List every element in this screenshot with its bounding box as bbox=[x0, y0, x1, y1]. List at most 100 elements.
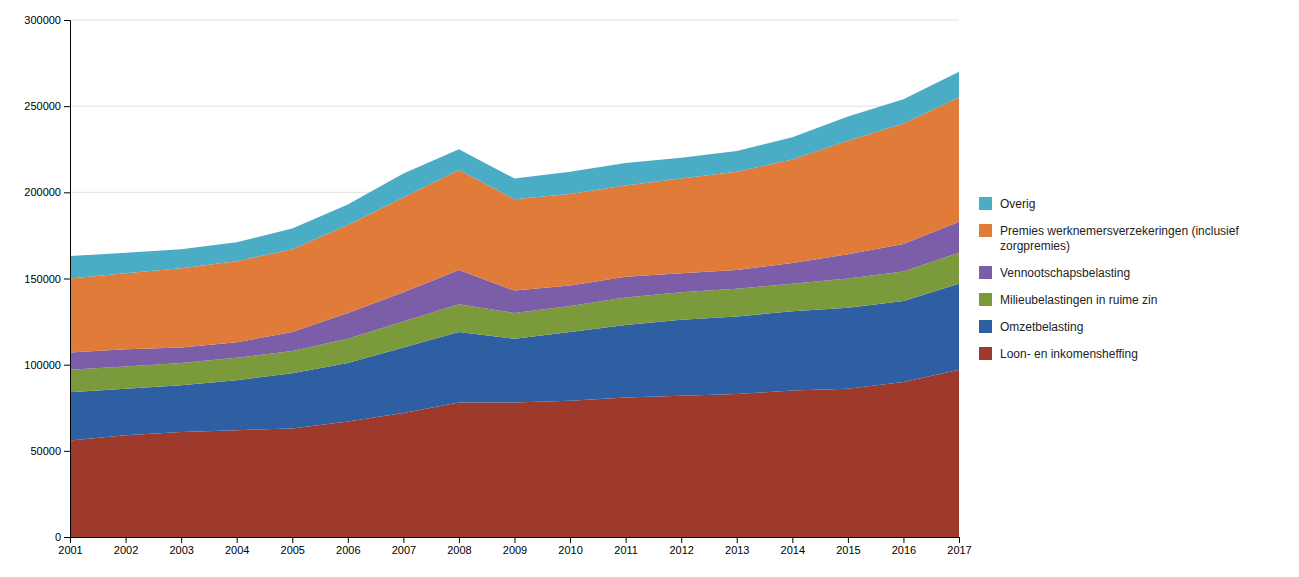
tick-mark bbox=[459, 537, 460, 543]
tick: 2001 bbox=[58, 537, 82, 556]
tick: 50000 bbox=[30, 445, 70, 457]
chart: 2001 2002 2003 2004 2005 2006 2007 2008 2009 2010… bbox=[0, 0, 1299, 577]
legend-item: Premies werknemersverzekeringen (inclusi… bbox=[979, 224, 1239, 253]
tick-mark bbox=[64, 279, 70, 280]
tick-label: 2017 bbox=[947, 544, 971, 556]
tick-mark bbox=[737, 537, 738, 543]
tick: 2017 bbox=[947, 537, 971, 556]
legend-swatch bbox=[979, 224, 992, 237]
tick: 2012 bbox=[669, 537, 693, 556]
legend-label: Overig bbox=[1000, 197, 1035, 211]
tick-label: 0 bbox=[55, 531, 61, 543]
tick: 150000 bbox=[24, 273, 70, 285]
grid-line bbox=[70, 106, 959, 107]
legend-swatch bbox=[979, 197, 992, 210]
tick-label: 100000 bbox=[24, 359, 61, 371]
grid-line bbox=[70, 20, 959, 21]
tick-mark bbox=[64, 20, 70, 21]
tick: 0 bbox=[55, 531, 70, 543]
tick-mark bbox=[570, 537, 571, 543]
tick-mark bbox=[903, 537, 904, 543]
tick: 200000 bbox=[24, 186, 70, 198]
tick: 250000 bbox=[24, 100, 70, 112]
axis-line bbox=[64, 21, 71, 538]
tick: 2011 bbox=[614, 537, 638, 556]
legend-item: Loon- en inkomensheffing bbox=[979, 347, 1138, 361]
tick-label: 200000 bbox=[24, 186, 61, 198]
tick-mark bbox=[64, 537, 70, 538]
tick-label: 2008 bbox=[447, 544, 471, 556]
legend: Overig Premies werknemersverzekeringen (i… bbox=[979, 197, 1239, 361]
tick: 2016 bbox=[892, 537, 916, 556]
tick-label: 2014 bbox=[781, 544, 805, 556]
legend-item: Overig bbox=[979, 197, 1035, 211]
legend-label: Omzetbelasting bbox=[1000, 320, 1083, 334]
tick-mark bbox=[959, 537, 960, 543]
legend-item: Omzetbelasting bbox=[979, 320, 1083, 334]
axis-line bbox=[71, 538, 960, 544]
tick-mark bbox=[292, 537, 293, 543]
plot: 2001 2002 2003 2004 2005 2006 2007 2008 2009 2010… bbox=[24, 14, 971, 556]
legend-label: Milieubelastingen in ruime zin bbox=[1000, 293, 1157, 307]
x-axis: 2001 2002 2003 2004 2005 2006 2007 2008 2009 2010… bbox=[58, 537, 971, 556]
tick-label: 2013 bbox=[725, 544, 749, 556]
areas bbox=[70, 72, 959, 537]
tick-label: 50000 bbox=[30, 445, 61, 457]
tick-mark bbox=[515, 537, 516, 543]
tick: 2009 bbox=[503, 537, 527, 556]
legend-label: Vennootschapsbelasting bbox=[1000, 266, 1130, 280]
tick-label: 2003 bbox=[169, 544, 193, 556]
tick-mark bbox=[64, 365, 70, 366]
tick-mark bbox=[403, 537, 404, 543]
tick-label: 2011 bbox=[614, 544, 638, 556]
tick-label: 2007 bbox=[392, 544, 416, 556]
tick-mark bbox=[348, 537, 349, 543]
tick: 300000 bbox=[24, 14, 70, 26]
tick-label: 2012 bbox=[669, 544, 693, 556]
tick: 2015 bbox=[836, 537, 860, 556]
area bbox=[70, 72, 959, 279]
legend-label: Loon- en inkomensheffing bbox=[1000, 347, 1138, 361]
tick: 2013 bbox=[725, 537, 749, 556]
tick: 2010 bbox=[558, 537, 582, 556]
tick-mark bbox=[126, 537, 127, 543]
tick-label: 2010 bbox=[558, 544, 582, 556]
tick-mark bbox=[181, 537, 182, 543]
legend-swatch bbox=[979, 347, 992, 360]
tick-mark bbox=[64, 192, 70, 193]
tick-mark bbox=[64, 451, 70, 452]
tick-label: 2016 bbox=[892, 544, 916, 556]
tick-mark bbox=[626, 537, 627, 543]
legend-swatch bbox=[979, 266, 992, 279]
tick-mark bbox=[792, 537, 793, 543]
legend-item: Vennootschapsbelasting bbox=[979, 266, 1130, 280]
tick-label: 2009 bbox=[503, 544, 527, 556]
tick-label: 150000 bbox=[24, 273, 61, 285]
tick: 2006 bbox=[336, 537, 360, 556]
tick-mark bbox=[848, 537, 849, 543]
y-axis: 0 50000 100000 150000 200000 250000 300000 bbox=[24, 14, 70, 543]
tick: 2002 bbox=[114, 537, 138, 556]
grid bbox=[70, 20, 959, 537]
tick-label: 2005 bbox=[281, 544, 305, 556]
tick: 2003 bbox=[169, 537, 193, 556]
tick: 2005 bbox=[281, 537, 305, 556]
tick: 2007 bbox=[392, 537, 416, 556]
tick-mark bbox=[64, 106, 70, 107]
legend-label: Premies werknemersverzekeringen (inclusi… bbox=[1000, 224, 1239, 253]
tick-mark bbox=[681, 537, 682, 543]
tick-label: 2015 bbox=[836, 544, 860, 556]
tick: 2008 bbox=[447, 537, 471, 556]
tick-label: 2001 bbox=[58, 544, 82, 556]
tick: 2004 bbox=[225, 537, 249, 556]
legend-swatch bbox=[979, 320, 992, 333]
tick: 2014 bbox=[781, 537, 805, 556]
tick-mark bbox=[237, 537, 238, 543]
tick-label: 250000 bbox=[24, 100, 61, 112]
legend-swatch bbox=[979, 293, 992, 306]
tick-label: 2004 bbox=[225, 544, 249, 556]
tick-label: 2006 bbox=[336, 544, 360, 556]
legend-item: Milieubelastingen in ruime zin bbox=[979, 293, 1157, 307]
tick-label: 300000 bbox=[24, 14, 61, 26]
tick: 100000 bbox=[24, 359, 70, 371]
